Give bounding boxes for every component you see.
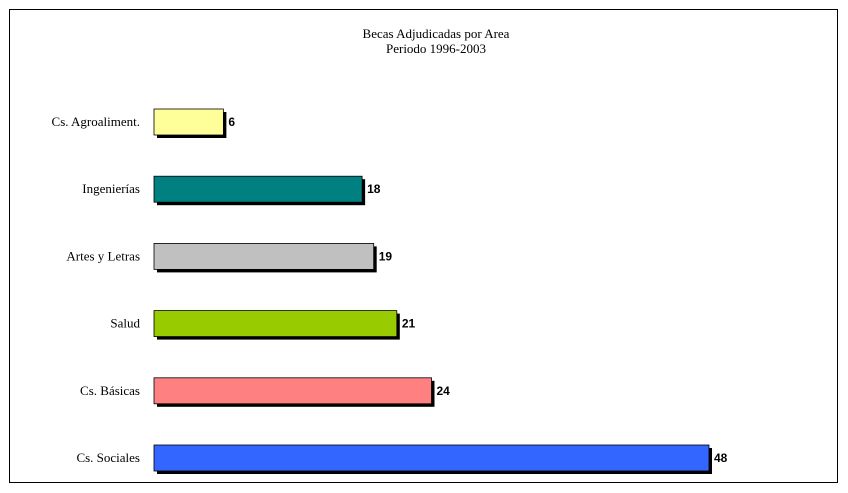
value-label-salud: 21 [402, 317, 416, 331]
bar-chart: Becas Adjudicadas por Area Periodo 1996-… [52, 26, 728, 474]
category-label-salud: Salud [110, 316, 140, 331]
chart-frame: Becas Adjudicadas por Area Periodo 1996-… [9, 9, 838, 483]
bar-artes-y-letras [153, 242, 375, 270]
value-label-cs-agroaliment: 6 [228, 115, 235, 129]
bar-cs-basicas [153, 377, 432, 405]
category-label-cs-agroaliment: Cs. Agroaliment. [52, 114, 140, 129]
bar-cs-agroaliment [153, 108, 224, 136]
bar-cs-sociales [153, 444, 710, 472]
category-label-cs-sociales: Cs. Sociales [76, 450, 140, 465]
bar-ingenierias [153, 175, 363, 203]
value-label-cs-sociales: 48 [714, 451, 728, 465]
category-label-artes-y-letras: Artes y Letras [66, 248, 140, 263]
bars-group: Cs. Agroaliment. 6 Ingenierías 18 Artes y Le… [52, 108, 728, 474]
bar-salud [153, 310, 398, 338]
category-label-ingenierias: Ingenierías [82, 181, 140, 196]
chart-subtitle: Periodo 1996-2003 [386, 41, 486, 56]
value-label-artes-y-letras: 19 [379, 249, 393, 263]
value-label-ingenierias: 18 [367, 182, 381, 196]
chart-title: Becas Adjudicadas por Area [363, 26, 510, 41]
category-label-cs-basicas: Cs. Básicas [80, 383, 140, 398]
value-label-cs-basicas: 24 [437, 384, 451, 398]
